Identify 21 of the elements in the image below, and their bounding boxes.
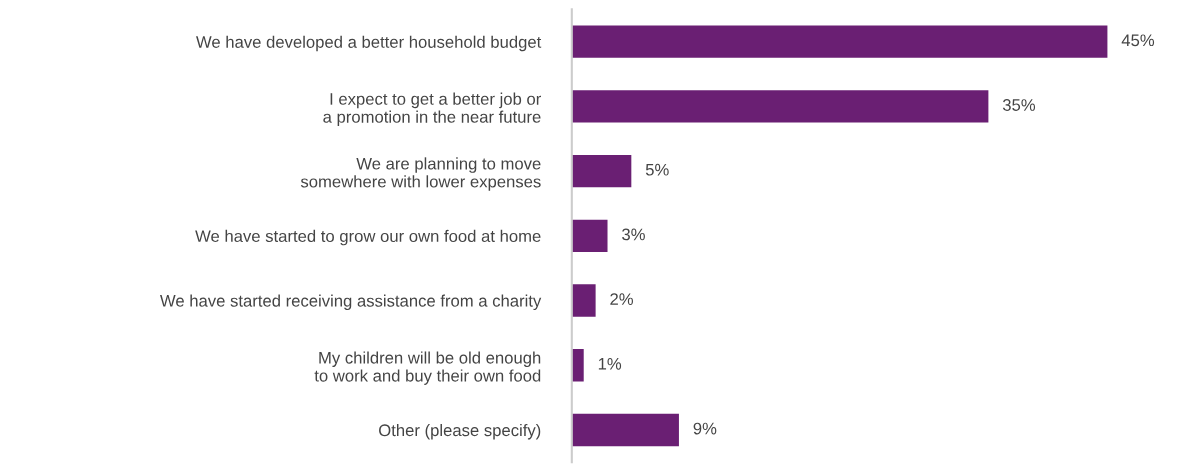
bar	[571, 413, 679, 447]
bar	[571, 349, 584, 382]
y-tick-label: Other (please specify)	[379, 423, 541, 440]
bar	[571, 154, 632, 188]
y-tick-label: My children will be old enough to work and buy their own food	[314, 351, 541, 385]
y-tick-label: We are planning to move somewhere with lower expenses	[300, 157, 541, 191]
y-tick-label: We have started receiving assistance from a charity	[160, 294, 542, 311]
bar	[571, 284, 596, 317]
bar	[571, 90, 989, 123]
data-label: 3%	[622, 228, 645, 241]
data-label: 2%	[610, 293, 633, 305]
bar	[571, 25, 1108, 58]
data-label: 1%	[598, 358, 622, 370]
y-tick-label: We have developed a better household budget	[196, 35, 542, 52]
bar	[571, 219, 608, 253]
data-label: 35%	[1002, 99, 1036, 111]
data-label: 5%	[645, 163, 669, 176]
data-label: 45%	[1121, 34, 1155, 47]
y-tick-label: We have started to grow our own food at home	[195, 229, 541, 246]
y-tick-label: I expect to get a better job or a promotion in the near future	[323, 92, 541, 127]
data-label: 9%	[693, 422, 717, 435]
